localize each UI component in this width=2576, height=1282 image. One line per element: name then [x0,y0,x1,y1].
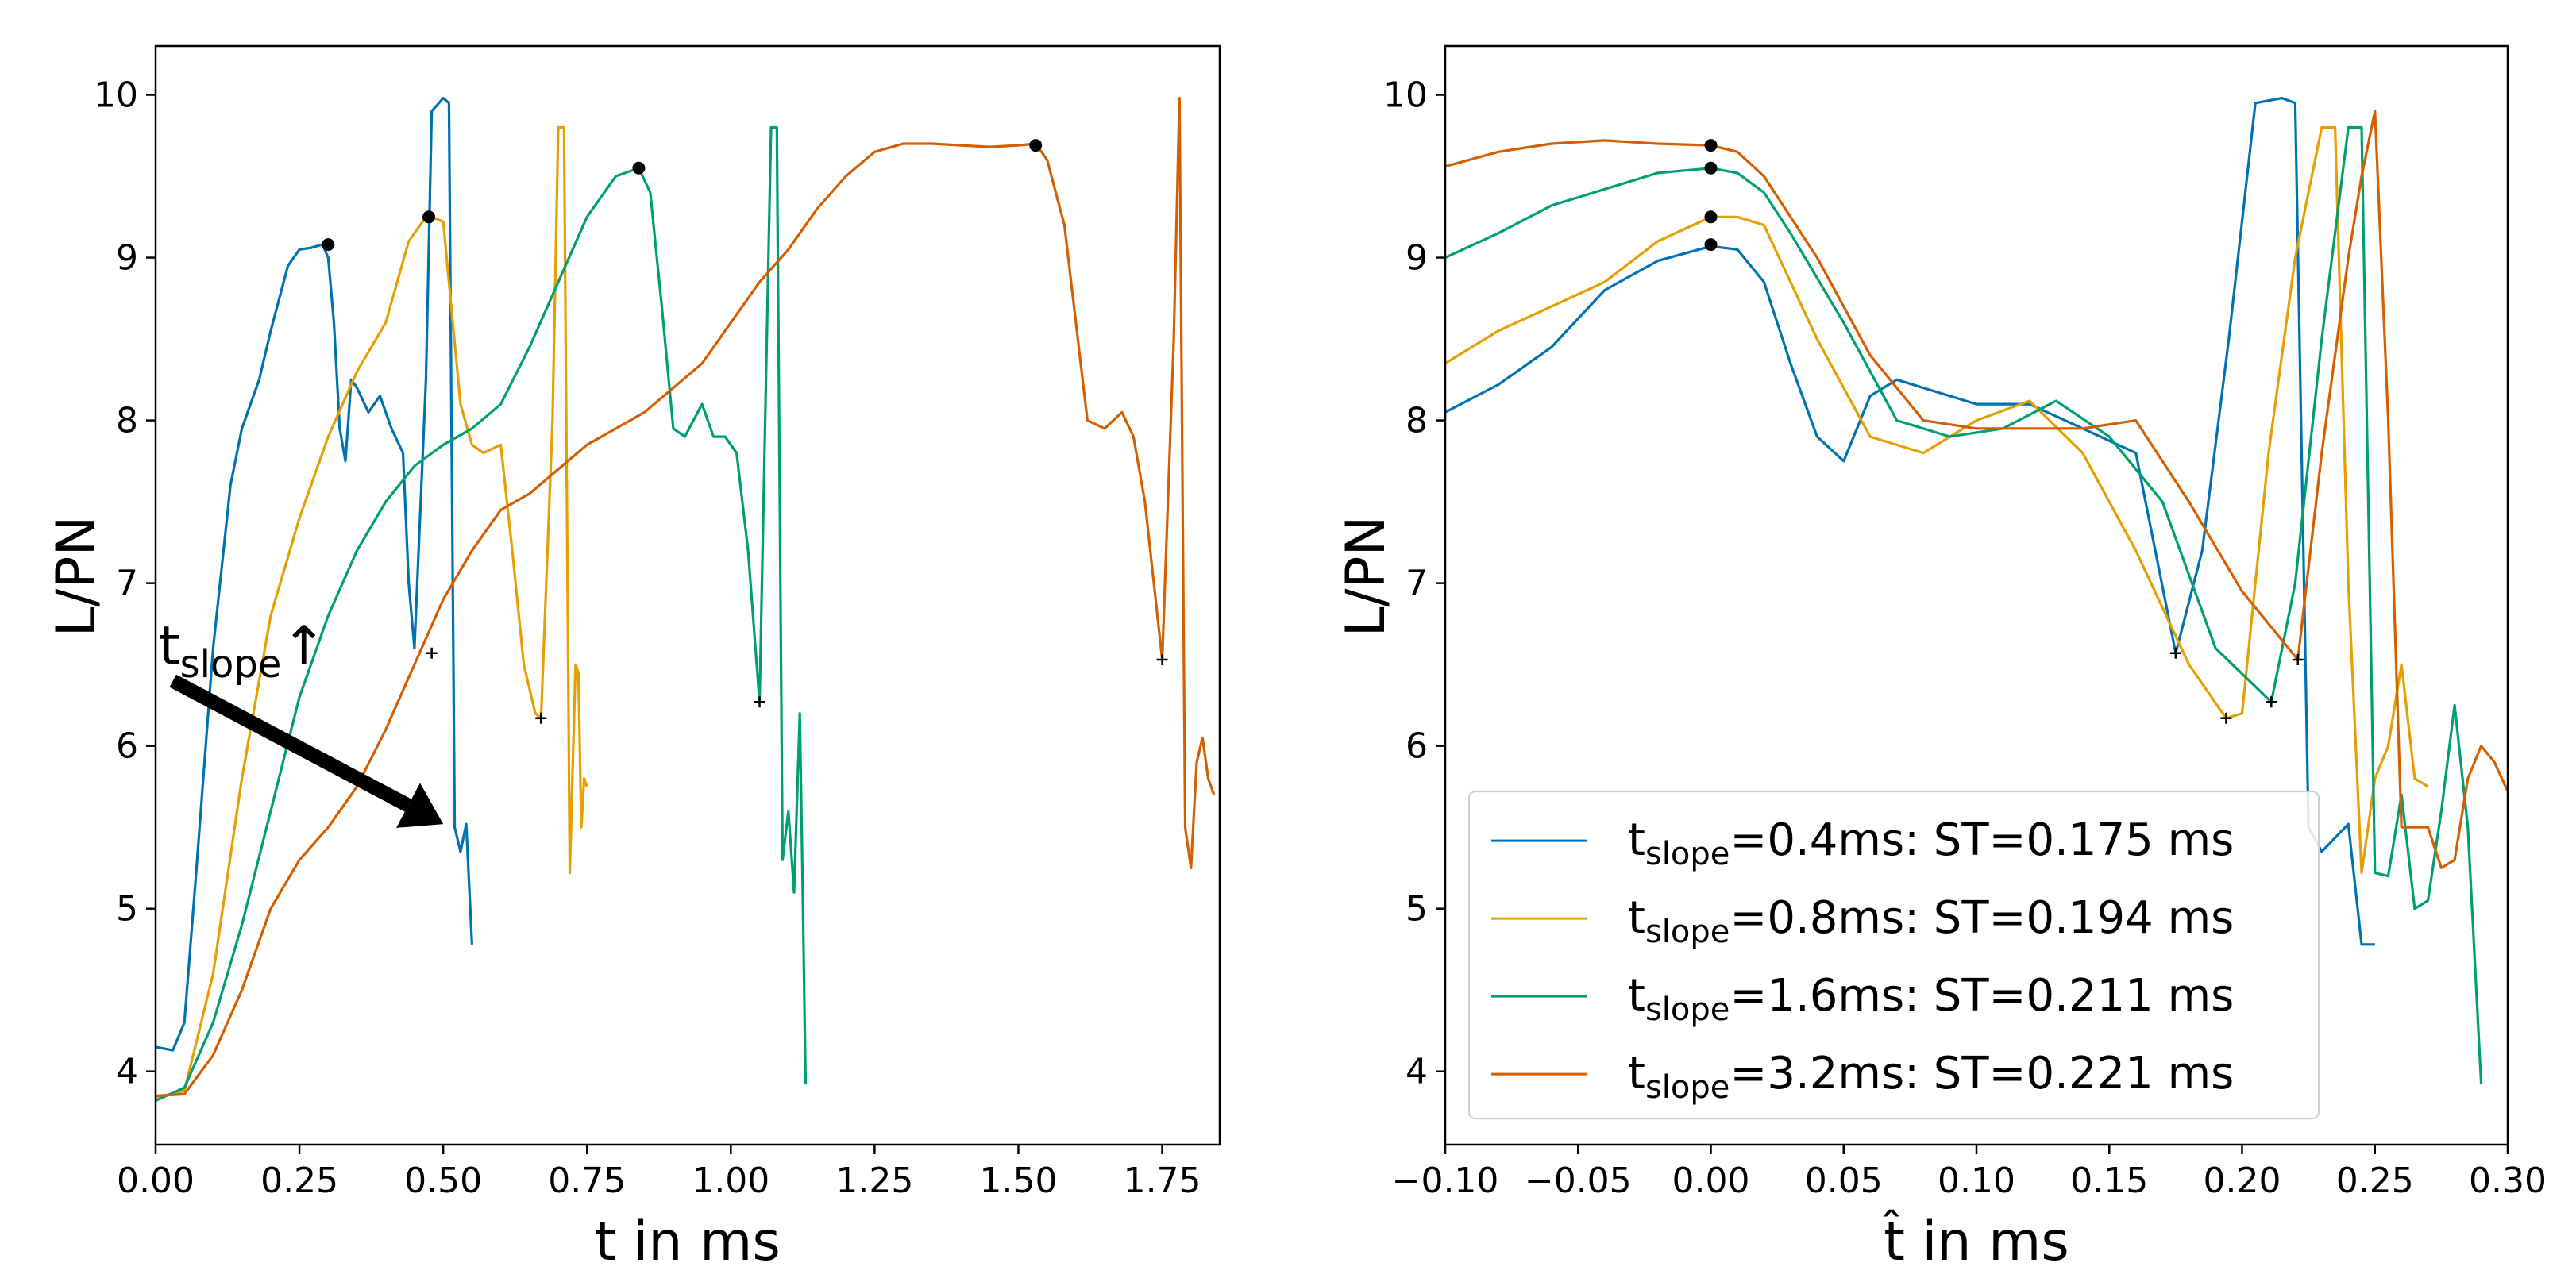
x-tick-label: 0.25 [2336,1161,2414,1201]
x-tick-label: 0.05 [1805,1161,1883,1201]
peak-marker [1029,139,1043,152]
legend-label: tslope=3.2ms: ST=0.221 ms [1628,1048,2234,1106]
slope-annotation-label: tslope↑ [159,615,326,687]
x-tick-label: 0.20 [2204,1161,2281,1201]
left-x-axis-label: t in ms [595,1211,781,1273]
left-plot-clip-group [156,96,1216,1103]
right-y-axis-label: L/PN [1335,516,1398,637]
trough-marker [754,696,765,708]
slope-annotation-arrow [169,674,444,828]
x-tick-label: 0.00 [117,1161,195,1201]
right-marker-layer [1704,139,2304,724]
y-tick-label: 10 [94,75,138,116]
trough-marker [2220,712,2232,724]
series-line-2 [156,125,808,1103]
y-tick-label: 7 [1406,564,1428,604]
legend-entry: tslope=0.4ms: ST=0.175 ms [1491,814,2234,872]
y-tick-label: 10 [1383,75,1428,116]
x-tick-label: 1.75 [1124,1161,1201,1201]
right-x-ticks: −0.10 −0.05 0.00 0.05 0.10 0.15 0.20 0.25 0.30 [1392,1145,2547,1201]
series-line-0 [156,96,473,1052]
x-tick-label: 0.50 [404,1161,482,1201]
legend-subscript: slope [1645,1069,1730,1106]
x-tick-label: 1.00 [692,1161,769,1201]
annotation-up-arrow: ↑ [281,615,326,678]
right-y-ticks: 4 5 6 7 8 9 10 [1383,75,1445,1092]
x-tick-label: 0.75 [548,1161,626,1201]
y-tick-label: 8 [1406,401,1428,441]
left-panel: 0.00 0.25 0.50 0.75 1.00 1.25 1.50 1.75 4 5 6 7 8 9 1… [45,44,1221,1273]
right-x-axis-label: t̂ in ms [1883,1210,2069,1273]
y-tick-label: 9 [116,238,138,279]
legend-base: t [1628,892,1645,944]
x-tick-label: 0.10 [1938,1161,2015,1201]
x-tick-label: 0.30 [2469,1161,2547,1201]
annotation-subscript: slope [180,642,282,687]
legend-subscript: slope [1645,836,1730,872]
y-tick-label: 7 [116,564,138,604]
legend-subscript: slope [1645,914,1730,950]
trough-marker [2169,647,2181,659]
x-tick-label: 0.00 [1672,1161,1750,1201]
trough-marker [535,712,547,724]
legend-label: tslope=0.8ms: ST=0.194 ms [1628,892,2234,950]
legend-rest: =0.4ms: ST=0.175 ms [1730,814,2234,866]
y-tick-label: 6 [116,726,138,767]
legend-subscript: slope [1645,991,1730,1028]
legend-box [1468,791,2320,1120]
left-y-axis-label: L/PN [45,516,108,637]
y-tick-label: 8 [116,401,138,441]
trough-marker [2292,653,2304,665]
y-tick-label: 4 [116,1052,138,1092]
annotation-arrow-head [395,783,444,828]
series-line-1 [1445,125,2429,875]
legend-base: t [1628,1048,1645,1099]
right-plot-clip-group [1445,96,2508,1085]
legend-base: t [1628,814,1645,866]
x-tick-label: 1.50 [980,1161,1058,1201]
x-tick-label: −0.05 [1525,1161,1632,1201]
left-x-ticks: 0.00 0.25 0.50 0.75 1.00 1.25 1.50 1.75 [117,1145,1201,1201]
annotation-base: t [159,615,180,678]
series-line-1 [156,125,588,1099]
legend-base: t [1628,970,1645,1022]
y-tick-label: 6 [1406,726,1428,767]
trough-marker [426,647,438,659]
peak-marker [1704,210,1718,224]
series-line-0 [1445,96,2375,946]
left-series-layer [156,96,1216,1103]
legend: tslope=0.4ms: ST=0.175 ms tslope=0.8ms: … [1468,791,2320,1120]
legend-label: tslope=0.4ms: ST=0.175 ms [1628,814,2234,872]
right-panel: −0.10 −0.05 0.00 0.05 0.10 0.15 0.20 0.25 0.30 4… [1335,44,2547,1273]
trough-marker [1156,653,1168,665]
left-axes-frame [154,44,1221,1146]
peak-marker [1704,161,1718,175]
peak-marker [322,238,335,252]
legend-entry: tslope=0.8ms: ST=0.194 ms [1491,892,2234,950]
left-y-ticks: 4 5 6 7 8 9 10 [94,75,156,1092]
peak-marker [1704,238,1718,252]
peak-marker [632,161,646,175]
y-tick-label: 5 [1406,889,1428,930]
x-tick-label: 0.25 [260,1161,338,1201]
trough-marker [2266,696,2277,708]
y-tick-label: 5 [116,889,138,930]
legend-rest: =0.8ms: ST=0.194 ms [1730,892,2234,944]
y-tick-label: 4 [1406,1052,1428,1092]
legend-rest: =3.2ms: ST=0.221 ms [1730,1048,2234,1099]
y-tick-label: 9 [1406,238,1428,279]
legend-rest: =1.6ms: ST=0.211 ms [1730,970,2234,1022]
legend-entry: tslope=1.6ms: ST=0.211 ms [1491,970,2234,1028]
left-marker-layer [322,139,1168,724]
x-tick-label: 1.25 [835,1161,913,1201]
x-tick-label: −0.10 [1392,1161,1499,1201]
peak-marker [422,210,436,224]
annotation-arrow-shaft [169,674,412,812]
x-tick-label: 0.15 [2070,1161,2148,1201]
legend-entry: tslope=3.2ms: ST=0.221 ms [1491,1048,2234,1106]
peak-marker [1704,139,1718,152]
legend-label: tslope=1.6ms: ST=0.211 ms [1628,970,2234,1028]
